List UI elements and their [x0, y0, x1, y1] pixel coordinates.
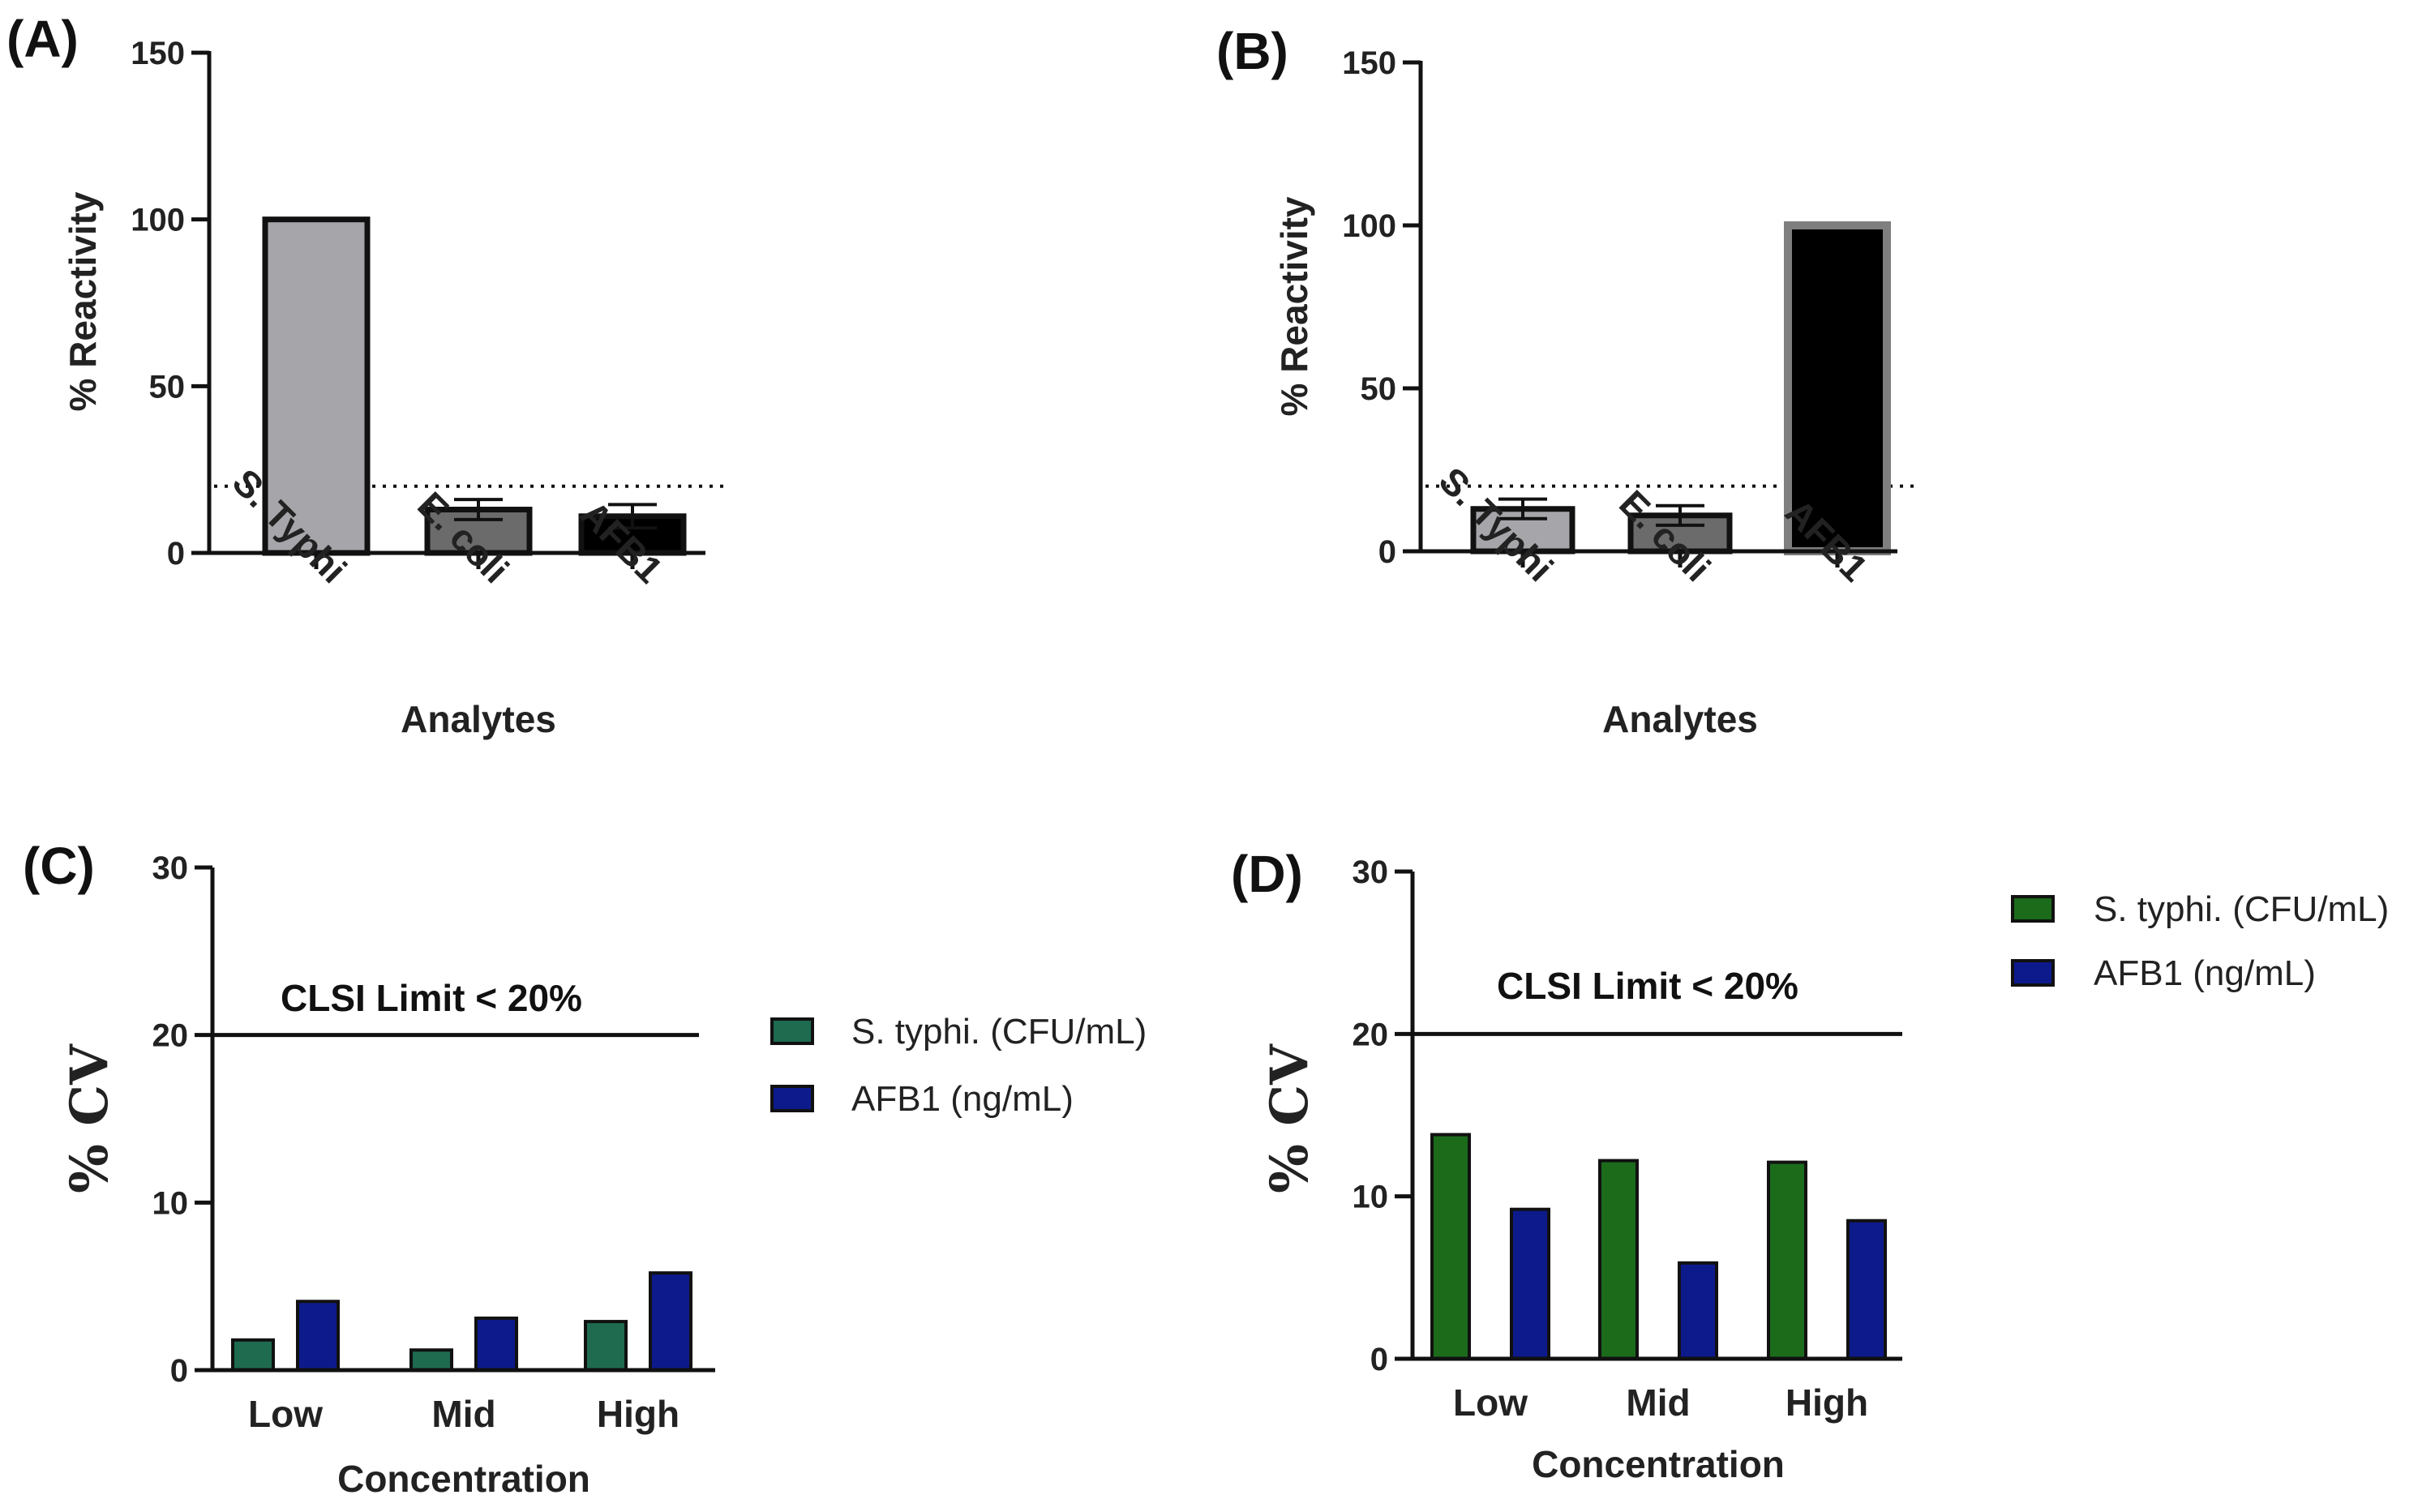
panel-d-x-tick-label: Mid	[1626, 1381, 1690, 1424]
panel-d-label: (D)	[1231, 845, 1303, 903]
panel-a-y-title: % Reactivity	[62, 191, 104, 411]
panel-d-clsi-annotation: CLSI Limit < 20%	[1497, 965, 1798, 1007]
panel-d-bar-series1-1	[1678, 1261, 1718, 1361]
panel-c-legend-swatch-afb1	[770, 1085, 814, 1112]
panel-c-x-title: Concentration	[337, 1458, 590, 1500]
panel-d-legend: S. typhi. (CFU/mL) AFB1 (ng/mL)	[2011, 889, 2389, 993]
panel-d-y-tick-label: 0	[1370, 1342, 1388, 1377]
panel-c-bar-series0-2	[584, 1320, 628, 1372]
panel-d-y-tick-label: 10	[1353, 1180, 1389, 1215]
panel-c-y-ticks: 0 10 20 30	[152, 850, 212, 1389]
panel-a-y-tick-label: 50	[149, 369, 186, 405]
panel-d-x-title: Concentration	[1532, 1443, 1785, 1485]
panel-b-y-tick-label: 50	[1361, 371, 1397, 407]
panel-a-y-tick-label: 100	[131, 203, 185, 238]
panel-c-x-tick-label: Mid	[431, 1393, 495, 1435]
panel-c-bar-series1-0	[296, 1300, 340, 1373]
panel-c-y-tick-label: 20	[152, 1018, 189, 1054]
panel-c-x-tick-label: High	[597, 1393, 679, 1435]
panel-d-x-ticks: Low Mid High	[1453, 1381, 1868, 1424]
panel-b-bar-2	[1784, 221, 1891, 555]
panel-c-clsi-annotation: CLSI Limit < 20%	[281, 977, 582, 1019]
panel-b-label: (B)	[1216, 22, 1288, 80]
panel-b-y-ticks: 0 50 100 150	[1342, 45, 1421, 570]
panel-b-bars	[1470, 221, 1891, 555]
panel-d-legend-label-afb1: AFB1 (ng/mL)	[2094, 953, 2316, 993]
panel-a-y-tick-label: 150	[131, 36, 185, 71]
panel-a-y-tick-label: 0	[167, 536, 185, 572]
panel-c-label: (C)	[23, 837, 95, 895]
panel-d-legend-swatch-s-typhi	[2011, 895, 2055, 923]
panel-d-bar-series1-0	[1510, 1207, 1550, 1361]
panel-b-x-title: Analytes	[1602, 698, 1758, 740]
panel-a-y-ticks: 0 50 100 150	[131, 36, 209, 572]
panel-d-bar-series1-2	[1846, 1219, 1887, 1361]
panel-a-label: (A)	[6, 10, 79, 68]
panel-d-x-tick-label: High	[1786, 1381, 1868, 1424]
panel-d-bar-series0-0	[1430, 1133, 1471, 1361]
panel-d-legend-swatch-afb1	[2011, 959, 2055, 987]
panel-d-x-tick-label: Low	[1453, 1381, 1528, 1424]
panel-d-y-tick-label: 30	[1353, 855, 1389, 890]
panel-c-bars	[231, 1271, 692, 1373]
panel-c: (C) 0 10 20 30 Low Mid High % CV Concentratio…	[23, 837, 1147, 1500]
panel-c-bar-series0-0	[231, 1338, 275, 1373]
panel-a-x-title: Analytes	[401, 698, 556, 740]
panel-d-bar-series0-2	[1767, 1160, 1807, 1361]
panel-c-y-tick-label: 30	[152, 850, 189, 886]
panel-c-y-tick-label: 10	[152, 1185, 189, 1221]
panel-d-bar-series0-1	[1598, 1159, 1639, 1361]
panel-d-y-ticks: 0 10 20 30	[1353, 855, 1413, 1377]
panel-d-y-tick-label: 20	[1353, 1017, 1389, 1052]
panel-b-y-tick-label: 150	[1342, 45, 1396, 81]
panel-c-x-ticks: Low Mid High	[248, 1393, 679, 1435]
panel-a-bars	[262, 216, 687, 556]
panel-b-y-title: % Reactivity	[1273, 196, 1315, 416]
panel-b-y-tick-label: 0	[1378, 534, 1396, 570]
panel-c-y-tick-label: 0	[170, 1353, 188, 1389]
panel-d-y-title: % CV	[1259, 1043, 1320, 1193]
panel-d-bars	[1430, 1133, 1887, 1361]
panel-c-legend: S. typhi. (CFU/mL) AFB1 (ng/mL)	[770, 1012, 1147, 1119]
panel-c-bar-series0-1	[409, 1348, 453, 1372]
panel-c-x-tick-label: Low	[248, 1393, 323, 1435]
panel-b-y-tick-label: 100	[1342, 208, 1396, 244]
panel-c-bar-series1-1	[474, 1316, 518, 1373]
panel-c-bar-series1-2	[649, 1271, 692, 1372]
panel-d-legend-label-s-typhi: S. typhi. (CFU/mL)	[2094, 889, 2389, 929]
panel-d: (D) 0 10 20 30 Low Mid High % CV Concentratio…	[1231, 845, 2389, 1485]
panel-c-legend-label-afb1: AFB1 (ng/mL)	[851, 1079, 1074, 1119]
panel-c-y-title: % CV	[59, 1043, 120, 1193]
panel-c-legend-swatch-s-typhi	[770, 1017, 814, 1045]
panel-c-legend-label-s-typhi: S. typhi. (CFU/mL)	[851, 1012, 1147, 1052]
